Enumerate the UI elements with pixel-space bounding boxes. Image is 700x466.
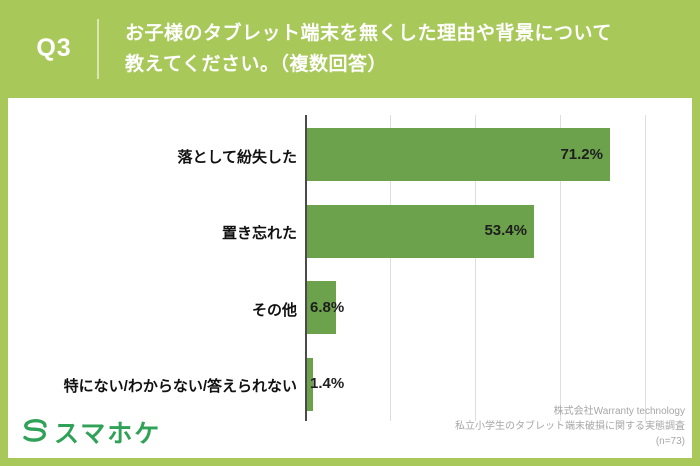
gridline-80 [645,115,646,421]
question-number: Q3 [36,34,72,62]
source-company: 株式会社Warranty technology [553,406,685,417]
question-title-line2: 教えてください。（複数回答） [125,54,387,75]
value-label: 53.4% [484,222,527,239]
gridline-20 [390,115,391,421]
logo-s-icon [23,419,47,442]
bar [307,204,534,258]
category-label: その他 [251,301,297,319]
bar-chart: 落として紛失した 71.2% 置き忘れた 53.4% その他 6.8% 特にない/わからない… [8,98,692,458]
source-attribution: 株式会社Warranty technology 私立小学生のタブレット端末破損に… [455,404,685,449]
gridline-60 [560,115,561,421]
category-label: 特にない/わからない/答えられない [63,378,297,395]
gridline-40 [475,115,476,421]
bar [307,357,313,411]
value-label: 1.4% [310,375,345,392]
question-title: お子様のタブレット端末を無くした理由や背景について 教えてください。（複数回答） [125,18,612,80]
y-axis-line [305,115,307,421]
chart-panel: 落として紛失した 71.2% 置き忘れた 53.4% その他 6.8% 特にない/わからない… [8,98,692,458]
source-survey: 私立小学生のタブレット端末破損に関する実態調査 [455,421,685,432]
sumahoke-logo: スマホケ [18,414,161,450]
category-label: 置き忘れた [221,225,297,242]
sample-size: (n=73) [655,436,685,447]
question-title-line1: お子様のタブレット端末を無くした理由や背景について [125,23,612,44]
question-header: Q3 お子様のタブレット端末を無くした理由や背景について 教えてください。（複数… [0,0,700,98]
category-label: 落として紛失した [177,148,297,166]
value-label: 71.2% [560,145,603,163]
bar [307,128,610,181]
bar [307,281,336,334]
value-label: 6.8% [310,298,345,316]
logo-text: スマホケ [54,420,162,448]
header-divider [97,19,99,79]
